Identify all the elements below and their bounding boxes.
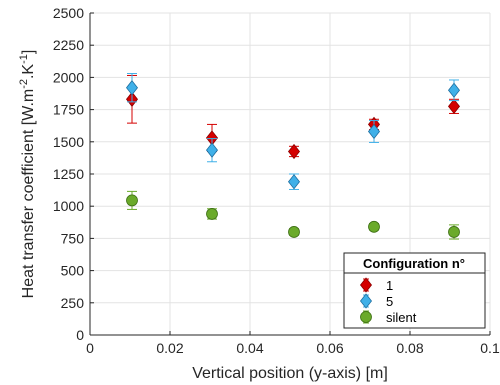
data-point [448, 226, 460, 238]
data-point [367, 123, 381, 140]
x-tick-label: 0.08 [396, 340, 423, 356]
legend-entry-5: 5 [359, 293, 393, 309]
y-tick-label: 0 [76, 327, 84, 343]
series-5 [125, 73, 461, 190]
y-tick-label: 1500 [53, 134, 84, 150]
data-point [447, 98, 461, 115]
legend-marker [359, 293, 373, 309]
data-point [287, 143, 301, 160]
y-tick-label: 750 [61, 230, 85, 246]
data-point [288, 226, 300, 238]
legend-label: silent [386, 310, 417, 325]
data-point [126, 194, 138, 207]
x-axis-label: Vertical position (y-axis) [m] [192, 365, 388, 382]
legend-entry-1: 1 [359, 277, 393, 293]
data-point [447, 82, 461, 98]
series-group [125, 73, 461, 240]
y-tick-labels: 0 250 500 750 1000 1250 1500 1750 2000 2250 2500 [53, 5, 84, 343]
axes [89, 12, 491, 336]
legend-marker [359, 277, 373, 293]
legend-marker [360, 311, 372, 323]
legend-label: 5 [386, 294, 393, 309]
x-tick-label: 0.06 [316, 340, 343, 356]
y-axis-label: Heat transfer coefficient [W.m-2.K-1] [18, 50, 37, 299]
y-tick-label: 2000 [53, 69, 84, 85]
y-axis-label-end: ] [20, 50, 37, 54]
y-tick-label: 2250 [53, 37, 84, 53]
legend-entry-silent: silent [360, 310, 417, 325]
series-silent [126, 190, 460, 240]
data-point [368, 220, 380, 233]
y-tick-label: 250 [61, 295, 85, 311]
y-axis-label-mid: .K [20, 64, 37, 79]
y-tick-label: 1000 [53, 198, 84, 214]
y-axis-label-exp2: -1 [18, 54, 30, 64]
y-axis-label-exp1: -2 [18, 79, 30, 89]
data-point [287, 174, 301, 190]
data-point [205, 142, 219, 158]
x-tick-labels: 0 0.02 0.04 0.06 0.08 0.1 [86, 340, 500, 356]
legend-title: Configuration n° [363, 256, 465, 271]
y-tick-label: 500 [61, 263, 85, 279]
y-tick-label: 1250 [53, 166, 84, 182]
data-point [125, 80, 139, 96]
y-tick-label: 2500 [53, 5, 84, 21]
grid [89, 12, 491, 336]
x-tick-label: 0 [86, 340, 94, 356]
legend-label: 1 [386, 278, 393, 293]
data-point [206, 208, 218, 220]
x-tick-label: 0.1 [480, 340, 500, 356]
x-tick-label: 0.04 [236, 340, 263, 356]
y-tick-label: 1750 [53, 102, 84, 118]
x-tick-label: 0.02 [156, 340, 183, 356]
y-axis-label-base: Heat transfer coefficient [W.m [20, 89, 37, 299]
